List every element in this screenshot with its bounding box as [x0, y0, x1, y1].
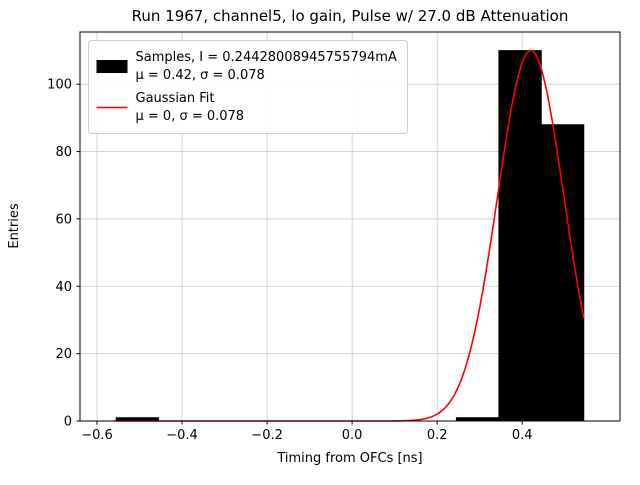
legend-text-line: μ = 0.42, σ = 0.078 [136, 68, 265, 83]
histogram-bars [115, 50, 585, 422]
legend-text-line: Samples, I = 0.24428008945755794mA [136, 50, 397, 65]
ticks-layer: −0.6 −0.4 −0.2 0.0 0.2 0.4 0 20 40 60 80 100 [47, 78, 532, 443]
x-tick-label: 0.0 [342, 428, 363, 443]
legend-text-line: Gaussian Fit [136, 91, 215, 106]
x-tick-label: 0.2 [427, 428, 448, 443]
y-tick-label: 100 [47, 78, 72, 93]
x-tick-label: 0.4 [512, 428, 533, 443]
chart-title: Run 1967, channel5, lo gain, Pulse w/ 27… [132, 7, 569, 25]
legend-samples-swatch [96, 60, 128, 73]
y-tick-label: 60 [55, 212, 72, 227]
histogram-bar [455, 417, 500, 422]
y-axis-label: Entries [7, 203, 22, 249]
legend: Samples, I = 0.24428008945755794mA μ = 0.… [88, 40, 408, 134]
x-axis-label: Timing from OFCs [ns] [276, 451, 422, 466]
legend-box [88, 40, 408, 134]
histogram-bar [540, 124, 585, 422]
y-tick-label: 0 [64, 415, 72, 430]
plot-border [79, 31, 621, 422]
y-tick-label: 20 [55, 347, 72, 362]
x-tick-label: −0.6 [81, 428, 113, 443]
x-tick-label: −0.4 [166, 428, 198, 443]
histogram-bar [498, 50, 542, 422]
legend-text-line: μ = 0, σ = 0.078 [136, 109, 245, 124]
x-tick-label: −0.2 [251, 428, 283, 443]
y-tick-label: 80 [55, 145, 72, 160]
y-tick-label: 40 [55, 280, 72, 295]
